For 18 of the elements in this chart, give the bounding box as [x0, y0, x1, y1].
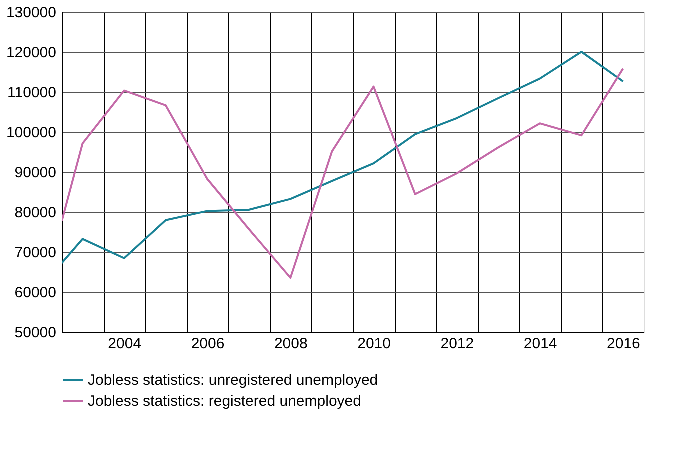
legend-label: Jobless statistics: registered unemployed	[88, 393, 362, 410]
y-tick-label: 110000	[8, 84, 56, 102]
x-tick-label: 2008	[274, 336, 308, 352]
y-tick-label: 50000	[14, 324, 56, 342]
y-tick-label: 120000	[6, 44, 56, 62]
x-tick-label: 2006	[191, 336, 225, 352]
x-tick-label: 2010	[358, 336, 391, 352]
legend-label: Jobless statistics: unregistered unemployed	[88, 372, 378, 389]
x-tick-label: 2004	[108, 336, 142, 352]
y-tick-label: 90000	[14, 164, 56, 182]
y-tick-label: 60000	[14, 284, 56, 302]
x-tick-label: 2014	[524, 336, 558, 352]
x-tick-label: 2016	[607, 336, 640, 352]
x-tick-label: 2012	[440, 336, 474, 352]
y-tick-label: 100000	[6, 124, 56, 142]
y-tick-label: 80000	[14, 204, 56, 222]
y-tick-label: 70000	[14, 244, 56, 262]
y-tick-label: 130000	[6, 4, 56, 22]
